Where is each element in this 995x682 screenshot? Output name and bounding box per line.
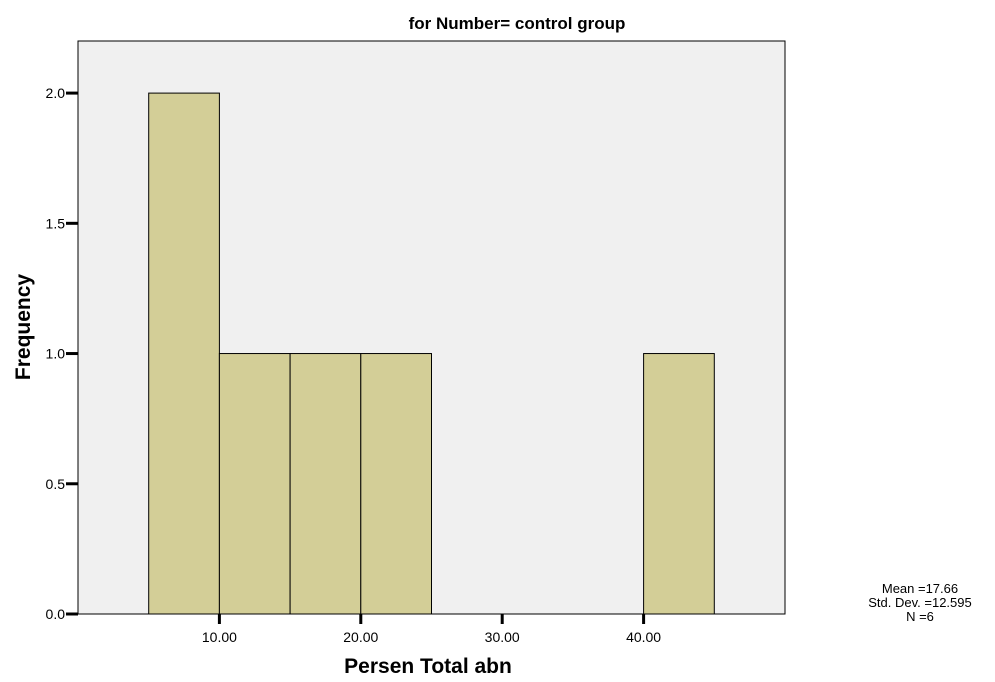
stat-n: N =6 (906, 609, 934, 624)
x-tick-label-0: 10.00 (202, 629, 237, 645)
y-axis-label: Frequency (12, 274, 35, 381)
histogram-bar-1 (218, 353, 291, 615)
y-tick-label-2: 1.0 (46, 346, 66, 362)
y-tick-label-0: 0.0 (46, 606, 66, 622)
histogram-bar-2 (289, 353, 362, 615)
x-axis: 10.00 20.00 30.00 40.00 (202, 614, 661, 645)
stat-std-dev: Std. Dev. =12.595 (868, 595, 971, 610)
bars-group (148, 92, 715, 615)
histogram-bar-0 (148, 92, 220, 615)
chart-title: for Number= control group (409, 14, 626, 33)
y-tick-label-3: 1.5 (46, 215, 66, 231)
stat-mean: Mean =17.66 (882, 581, 958, 596)
x-tick-label-2: 30.00 (485, 629, 520, 645)
x-tick-label-3: 40.00 (626, 629, 661, 645)
histogram-bar-7 (643, 353, 715, 615)
y-tick-label-1: 0.5 (46, 476, 66, 492)
x-tick-label-1: 20.00 (343, 629, 378, 645)
x-axis-label: Persen Total abn (344, 655, 512, 678)
y-tick-label-4: 2.0 (46, 85, 66, 101)
y-axis: 0.0 0.5 1.0 1.5 2.0 (46, 85, 78, 622)
histogram-bar-3 (360, 353, 432, 615)
